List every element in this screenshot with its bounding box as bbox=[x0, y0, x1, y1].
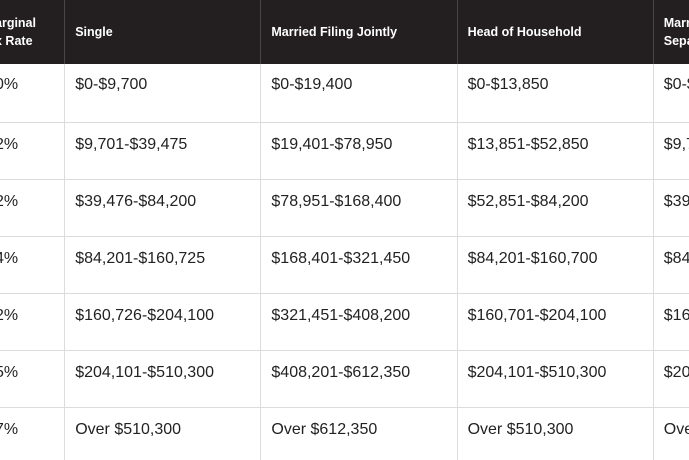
cell-rate: 2% bbox=[0, 122, 66, 180]
header-single: Single bbox=[64, 0, 262, 64]
cell-rate: 4% bbox=[0, 236, 66, 294]
cell-married-separately: Over $306,175 bbox=[653, 407, 689, 460]
table-row: 0% $0-$9,700 $0-$19,400 $0-$13,850 $0-$9… bbox=[0, 64, 689, 123]
table-row: 2% $160,726-$204,100 $321,451-$408,200 $… bbox=[0, 293, 689, 351]
cell-married-separately: $84,201-$160,725 bbox=[653, 236, 689, 294]
cell-single: $84,201-$160,725 bbox=[64, 236, 262, 294]
cell-head-of-household: $160,701-$204,100 bbox=[457, 293, 654, 351]
cell-rate: 2% bbox=[0, 293, 66, 351]
cell-single: $39,476-$84,200 bbox=[64, 179, 262, 237]
table-row: 2% $9,701-$39,475 $19,401-$78,950 $13,85… bbox=[0, 122, 689, 180]
cell-married-separately: $0-$9,700 bbox=[653, 64, 689, 123]
table-row: 5% $204,101-$510,300 $408,201-$612,350 $… bbox=[0, 350, 689, 408]
cell-married-jointly: $19,401-$78,950 bbox=[260, 122, 458, 180]
table-row: 4% $84,201-$160,725 $168,401-$321,450 $8… bbox=[0, 236, 689, 294]
cell-married-jointly: $321,451-$408,200 bbox=[260, 293, 458, 351]
header-marginal-tax-rate: arginal x Rate bbox=[0, 0, 66, 64]
header-married-filing-separately-line1: Married Filing bbox=[663, 16, 689, 30]
table-header-row: arginal x Rate Single Married Filing Joi… bbox=[0, 0, 689, 64]
header-head-of-household: Head of Household bbox=[457, 0, 654, 64]
cell-single: $9,701-$39,475 bbox=[64, 122, 262, 180]
cell-rate: 0% bbox=[0, 64, 66, 123]
cell-married-jointly: $0-$19,400 bbox=[260, 64, 458, 123]
cell-married-separately: $9,701-$39,475 bbox=[653, 122, 689, 180]
table-row: 7% Over $510,300 Over $612,350 Over $510… bbox=[0, 407, 689, 460]
cell-married-jointly: Over $612,350 bbox=[260, 407, 458, 460]
cell-single: $204,101-$510,300 bbox=[64, 350, 262, 408]
cell-married-jointly: $168,401-$321,450 bbox=[260, 236, 458, 294]
cell-single: Over $510,300 bbox=[64, 407, 262, 460]
cell-head-of-household: $13,851-$52,850 bbox=[457, 122, 654, 180]
header-marginal-tax-rate-line2: x Rate bbox=[0, 34, 33, 48]
header-married-filing-jointly: Married Filing Jointly bbox=[260, 0, 458, 64]
cell-head-of-household: Over $510,300 bbox=[457, 407, 654, 460]
cell-married-jointly: $408,201-$612,350 bbox=[260, 350, 458, 408]
cell-single: $160,726-$204,100 bbox=[64, 293, 262, 351]
header-marginal-tax-rate-line1: arginal bbox=[0, 16, 36, 30]
cell-rate: 2% bbox=[0, 179, 66, 237]
cell-married-separately: $39,476-$84,200 bbox=[653, 179, 689, 237]
header-married-filing-separately-line2: Separately bbox=[663, 34, 689, 48]
cell-married-separately: $160,726-$204,100 bbox=[653, 293, 689, 351]
cell-head-of-household: $84,201-$160,700 bbox=[457, 236, 654, 294]
table-row: 2% $39,476-$84,200 $78,951-$168,400 $52,… bbox=[0, 179, 689, 237]
cell-head-of-household: $0-$13,850 bbox=[457, 64, 654, 123]
header-married-filing-separately: Married Filing Separately bbox=[653, 0, 689, 64]
cell-rate: 5% bbox=[0, 350, 66, 408]
cell-head-of-household: $204,101-$510,300 bbox=[457, 350, 654, 408]
cell-married-separately: $204,101-$306,175 bbox=[653, 350, 689, 408]
cell-rate: 7% bbox=[0, 407, 66, 460]
cell-head-of-household: $52,851-$84,200 bbox=[457, 179, 654, 237]
cell-single: $0-$9,700 bbox=[64, 64, 262, 123]
cell-married-jointly: $78,951-$168,400 bbox=[260, 179, 458, 237]
